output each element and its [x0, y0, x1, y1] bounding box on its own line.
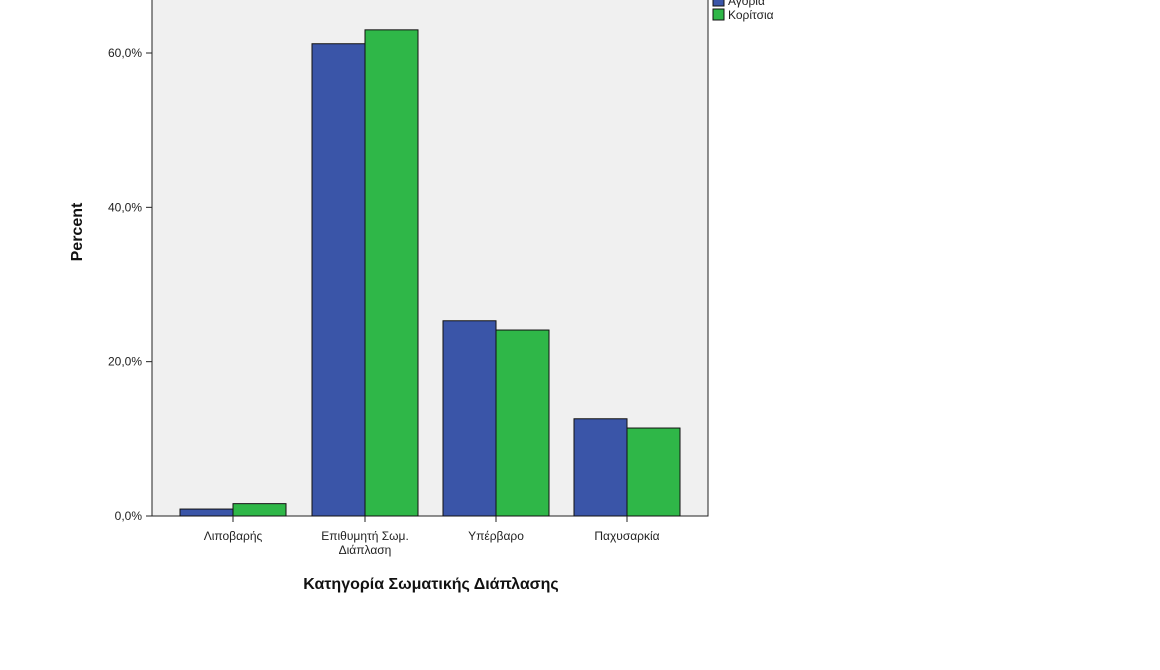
bar-boys-1 [311, 43, 366, 517]
y-tick-label: 40,0% [108, 200, 142, 214]
x-axis-title: Κατηγορία Σωματικής Διάπλασης [303, 576, 558, 593]
x-tick-label: Παχυσαρκία [594, 529, 659, 543]
y-axis: 0,0% 20,0% 40,0% 60,0% [108, 0, 153, 523]
y-tick-label: 0,0% [115, 509, 143, 523]
y-axis-title: Percent [69, 202, 86, 261]
x-tick-label: Υπέρβαρο [468, 529, 524, 543]
x-tick-label: Λιποβαρής [204, 529, 263, 543]
bar-boys-2 [442, 320, 497, 517]
legend-label: Αγόρια [728, 0, 765, 8]
bar-girls-2 [495, 329, 550, 517]
x-tick-label: Επιθυμητή Σωμ. [321, 529, 409, 543]
bar-girls-3 [626, 427, 681, 517]
bar-boys-3 [573, 418, 628, 517]
legend-label: Κορίτσια [728, 8, 774, 22]
legend-swatch [712, 0, 725, 7]
y-tick-label: 20,0% [108, 355, 142, 369]
bar-girls-0 [232, 503, 287, 517]
bar-girls-1 [364, 29, 419, 517]
bars-group [179, 29, 681, 517]
legend-swatch [712, 8, 725, 21]
x-axis: Λιποβαρής Επιθυμητή Σωμ.Διάπλαση Υπέρβαρο Π… [204, 516, 660, 557]
y-tick-label: 60,0% [108, 46, 142, 60]
bar-boys-0 [179, 508, 234, 517]
x-tick-label: Διάπλαση [339, 543, 392, 557]
